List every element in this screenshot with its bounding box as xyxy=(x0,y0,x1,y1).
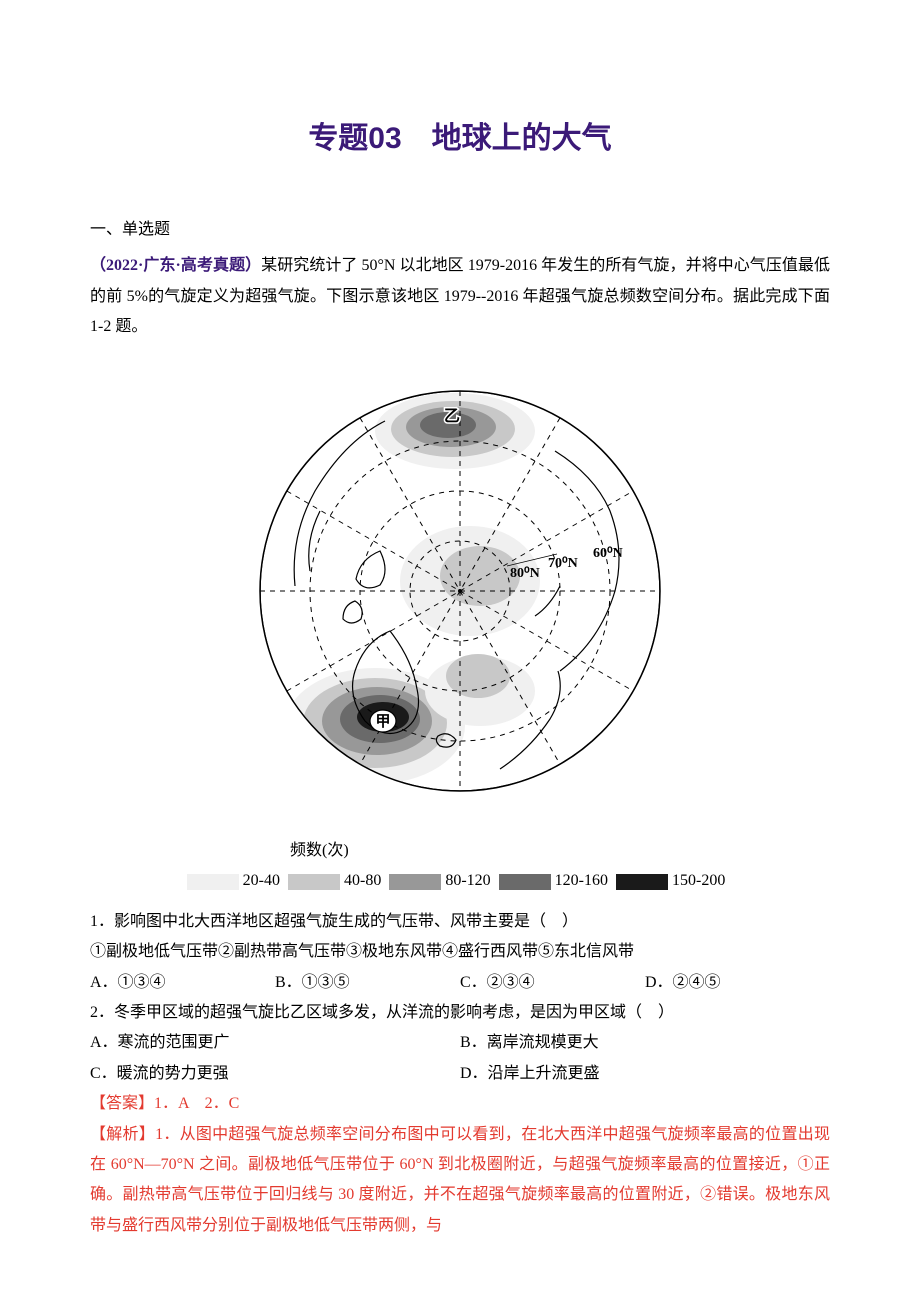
page-title: 专题03 地球上的大气 xyxy=(90,110,830,167)
polar-map-svg: 180⁰ 150⁰W 120⁰W 90⁰W 60⁰W 30⁰W 0⁰ 30⁰E … xyxy=(180,351,740,821)
q1-circles: ①副极地低气压带②副热带高气压带③极地东风带④盛行西风带⑤东北信风带 xyxy=(90,937,830,967)
answer-line: 【答案】1．A 2．C xyxy=(90,1089,830,1119)
marker-jia: 甲 xyxy=(370,710,396,732)
arctic-blob-2 xyxy=(440,546,520,606)
swatch-3 xyxy=(499,874,551,890)
section-label: 一、单选题 xyxy=(90,215,830,245)
svg-text:乙: 乙 xyxy=(444,408,460,425)
swatch-4 xyxy=(616,874,668,890)
legend-item-0: 20-40 xyxy=(187,866,280,896)
legend: 频数(次) 20-40 40-80 80-120 120-160 150-200 xyxy=(90,836,830,901)
marker-yi: 乙 乙 xyxy=(444,408,460,425)
q1-options: A．①③④ B．①③⑤ C．②③④ D．②④⑤ xyxy=(90,968,830,998)
source-tag: （2022·广东·高考真题） xyxy=(90,257,261,274)
legend-label-1: 40-80 xyxy=(344,866,381,896)
analysis-paragraph: 【解析】1．从图中超强气旋总频率空间分布图中可以看到，在北大西洋中超强气旋频率最… xyxy=(90,1120,830,1242)
q1-stem: 1．影响图中北大西洋地区超强气旋生成的气压带、风带主要是（ ） xyxy=(90,907,830,937)
swatch-1 xyxy=(288,874,340,890)
lat-label-70: 70⁰N xyxy=(548,556,578,571)
legend-item-2: 80-120 xyxy=(389,866,490,896)
swatch-2 xyxy=(389,874,441,890)
q1-opt-a: A．①③④ xyxy=(90,968,275,998)
q2-stem: 2．冬季甲区域的超强气旋比乙区域多发，从洋流的影响考虑，是因为甲区域（ ） xyxy=(90,998,830,1028)
legend-label-0: 20-40 xyxy=(243,866,280,896)
q2-opt-c: C．暖流的势力更强 xyxy=(90,1059,460,1089)
polar-map-figure: 180⁰ 150⁰W 120⁰W 90⁰W 60⁰W 30⁰W 0⁰ 30⁰E … xyxy=(90,351,830,832)
legend-row: 20-40 40-80 80-120 120-160 150-200 xyxy=(187,866,734,896)
q2-opt-a: A．寒流的范围更广 xyxy=(90,1028,460,1058)
legend-label-4: 150-200 xyxy=(672,866,725,896)
q2-opt-b: B．离岸流规模更大 xyxy=(460,1028,830,1058)
pacific-cluster xyxy=(375,393,535,469)
q1-opt-c: C．②③④ xyxy=(460,968,645,998)
lat-label-80: 80⁰N xyxy=(510,566,540,581)
analysis-text: 1．从图中超强气旋总频率空间分布图中可以看到，在北大西洋中超强气旋频率最高的位置… xyxy=(90,1126,830,1234)
svg-text:甲: 甲 xyxy=(375,713,390,730)
swatch-0 xyxy=(187,874,239,890)
q1-opt-b: B．①③⑤ xyxy=(275,968,460,998)
q2-opt-d: D．沿岸上升流更盛 xyxy=(460,1059,830,1089)
legend-label-2: 80-120 xyxy=(445,866,490,896)
analysis-label: 【解析】 xyxy=(90,1126,155,1143)
legend-title: 频数(次) xyxy=(180,836,740,866)
lat-label-60: 60⁰N xyxy=(593,546,623,561)
intro-paragraph: （2022·广东·高考真题）某研究统计了 50°N 以北地区 1979-2016… xyxy=(90,251,830,342)
legend-item-3: 120-160 xyxy=(499,866,608,896)
legend-item-1: 40-80 xyxy=(288,866,381,896)
legend-label-3: 120-160 xyxy=(555,866,608,896)
q1-opt-d: D．②④⑤ xyxy=(645,968,830,998)
q2-options: A．寒流的范围更广 B．离岸流规模更大 C．暖流的势力更强 D．沿岸上升流更盛 xyxy=(90,1028,830,1089)
legend-item-4: 150-200 xyxy=(616,866,725,896)
pole-dot xyxy=(458,589,462,593)
